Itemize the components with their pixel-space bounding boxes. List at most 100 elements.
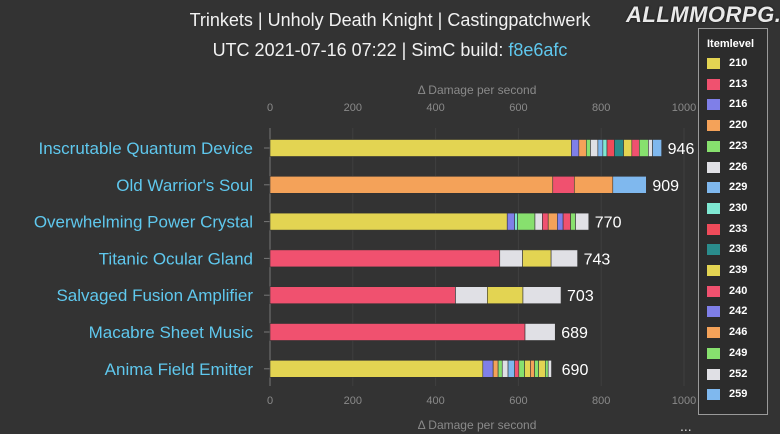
- x-tick-label-top: 200: [344, 102, 362, 114]
- legend-label: 220: [729, 119, 748, 132]
- bar-segment: [575, 212, 590, 231]
- legend-item[interactable]: 210: [707, 57, 763, 71]
- x-tick-label-bottom: 1000: [672, 395, 696, 407]
- legend-swatch: [707, 368, 720, 380]
- bar-segment: [547, 359, 552, 378]
- bar-segment: [545, 359, 549, 378]
- legend-swatch: [707, 347, 720, 359]
- legend-item[interactable]: 233: [707, 223, 763, 237]
- legend-label: 240: [729, 284, 748, 297]
- bar-segment: [522, 286, 562, 305]
- bar-segment: [550, 249, 578, 268]
- bar-segment: [269, 359, 484, 378]
- bar-segment: [514, 212, 518, 231]
- bar-segment: [269, 139, 572, 157]
- bar-segment: [585, 139, 591, 157]
- bottom-cut-text: ...: [680, 418, 692, 434]
- bar-segment: [570, 212, 576, 231]
- category-label: Macabre Sheet Music: [89, 323, 254, 342]
- bar-segment: [522, 249, 552, 268]
- bar-total-label: 690: [562, 362, 589, 379]
- category-label: Old Warrior's Soul: [116, 176, 253, 195]
- legend-label: 229: [729, 181, 748, 194]
- bar-segment: [557, 212, 564, 231]
- category-label: Inscrutable Quantum Device: [39, 139, 254, 158]
- bar-segment: [648, 139, 653, 157]
- bar-segment: [517, 212, 536, 231]
- legend-item[interactable]: 229: [707, 181, 763, 195]
- legend-swatch: [707, 78, 720, 90]
- bar-total-label: 909: [652, 178, 679, 195]
- legend-item[interactable]: 230: [707, 202, 763, 216]
- bar-segment: [534, 359, 539, 378]
- bar-segment: [614, 139, 624, 157]
- bar-segment: [524, 323, 556, 341]
- bar-segment: [597, 139, 604, 157]
- bar-segment: [547, 212, 558, 231]
- subtitle-text: UTC 2021-07-16 07:22 | SimC build:: [212, 40, 509, 60]
- bar-total-label: 946: [668, 141, 695, 158]
- legend-item[interactable]: 213: [707, 78, 763, 92]
- legend-swatch: [707, 223, 720, 235]
- bar-segment: [524, 359, 531, 378]
- legend-label: 233: [729, 222, 748, 235]
- legend-label: 230: [729, 201, 748, 214]
- x-tick-label-top: 400: [426, 102, 444, 114]
- legend-title: Itemlevel: [707, 38, 755, 50]
- bar-segment: [506, 212, 515, 231]
- legend-label: 239: [729, 264, 748, 276]
- bar-segment: [542, 212, 549, 231]
- build-hash-link[interactable]: f8e6afc: [508, 40, 568, 60]
- bar-segment: [499, 249, 523, 268]
- bar-segment: [552, 176, 575, 194]
- category-label: Anima Field Emitter: [105, 360, 254, 379]
- bar-segment: [530, 359, 535, 378]
- category-label: Titanic Ocular Gland: [99, 249, 253, 268]
- legend-item[interactable]: 216: [707, 98, 763, 112]
- legend-swatch: [707, 140, 720, 152]
- legend-swatch: [707, 285, 720, 297]
- legend-swatch: [707, 182, 720, 194]
- legend-item[interactable]: 239: [707, 264, 763, 278]
- bar-segment: [571, 139, 580, 157]
- legend-swatch: [707, 327, 720, 339]
- legend-item[interactable]: 242: [707, 305, 763, 319]
- legend-item[interactable]: 236: [707, 243, 763, 257]
- x-tick-label-bottom: 800: [592, 395, 610, 407]
- category-label: Salvaged Fusion Amplifier: [56, 286, 253, 305]
- bar-segment: [538, 359, 546, 378]
- legend-item[interactable]: 252: [707, 368, 763, 382]
- legend-label: 223: [729, 139, 748, 152]
- bar-segment: [578, 139, 587, 157]
- itemlevel-legend: Itemlevel 210 213 216 220 223 226 229 230 233 236…: [698, 28, 768, 415]
- legend-label: 249: [729, 346, 748, 359]
- legend-item[interactable]: 249: [707, 347, 763, 361]
- bar-total-label: 703: [567, 288, 594, 305]
- bar-segment: [269, 212, 508, 231]
- legend-item[interactable]: 220: [707, 119, 763, 133]
- bar-total-label: 743: [584, 251, 611, 268]
- legend-item[interactable]: 240: [707, 285, 763, 299]
- legend-item[interactable]: 246: [707, 326, 763, 340]
- x-tick-label-top: 1000: [672, 102, 696, 114]
- bar-segment: [631, 139, 640, 157]
- bar-segment: [562, 212, 571, 231]
- x-axis-title-top: Δ Damage per second: [418, 83, 537, 97]
- legend-label: 246: [729, 326, 748, 339]
- legend-item[interactable]: 223: [707, 140, 763, 154]
- legend-label: 252: [729, 367, 748, 380]
- bar-segment: [501, 359, 509, 378]
- legend-label: 259: [729, 388, 748, 401]
- x-axis-title-bottom: Δ Damage per second: [418, 418, 537, 432]
- legend-swatch: [707, 265, 720, 276]
- bar-segment: [590, 139, 599, 157]
- legend-swatch: [707, 389, 720, 401]
- bar-segment: [638, 139, 649, 157]
- bar-segment: [492, 359, 499, 378]
- bar-segment: [269, 323, 526, 341]
- bar-segment: [507, 359, 515, 378]
- legend-item[interactable]: 226: [707, 161, 763, 175]
- legend-swatch: [707, 161, 720, 173]
- legend-item[interactable]: 259: [707, 388, 763, 402]
